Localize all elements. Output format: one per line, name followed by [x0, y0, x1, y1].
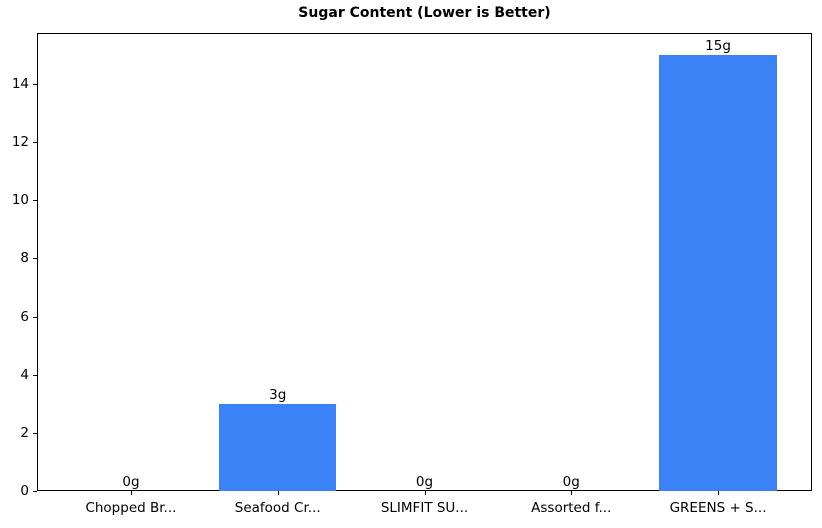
x-tick-label: GREENS + S...: [669, 500, 767, 516]
y-tick-mark: [33, 432, 37, 434]
bar-value-label: 0g: [562, 474, 580, 490]
bar-value-label: 0g: [415, 474, 434, 490]
y-tick-mark: [33, 142, 37, 144]
y-tick-label: 14: [11, 75, 29, 92]
y-tick-mark: [33, 83, 37, 85]
y-tick-label: 0: [20, 483, 29, 499]
x-tick-label: Seafood Cr...: [234, 500, 321, 516]
chart-title: Sugar Content (Lower is Better): [298, 5, 551, 21]
x-tick-mark: [130, 491, 132, 495]
bar-value-label: 3g: [269, 386, 287, 403]
y-tick-label: 10: [11, 192, 29, 209]
y-tick-label: 4: [20, 366, 29, 383]
y-tick-label: 6: [20, 308, 29, 325]
y-tick-mark: [33, 316, 37, 318]
x-tick-label: Chopped Br...: [85, 500, 177, 516]
y-tick-label: 2: [20, 424, 29, 441]
x-tick-mark: [571, 491, 573, 495]
y-tick-mark: [33, 258, 37, 260]
x-tick-mark: [424, 491, 426, 495]
x-tick-label: SLIMFIT SU...: [380, 500, 469, 516]
y-tick-label: 8: [20, 250, 29, 267]
y-tick-mark: [33, 200, 37, 202]
x-tick-mark: [718, 491, 720, 495]
bar-value-label: 0g: [122, 474, 140, 490]
bar: [219, 403, 337, 491]
x-tick-label: Assorted f...: [531, 500, 612, 516]
x-tick-mark: [277, 491, 279, 495]
bar-value-label: 15g: [705, 37, 731, 54]
y-tick-mark: [33, 491, 37, 492]
bar: [659, 54, 777, 491]
y-tick-label: 12: [11, 134, 29, 151]
y-tick-mark: [33, 374, 37, 376]
